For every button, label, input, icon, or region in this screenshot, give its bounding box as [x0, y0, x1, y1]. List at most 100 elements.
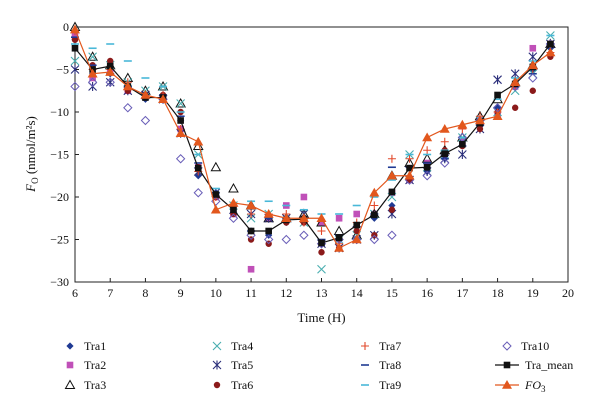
legend-marker: [213, 381, 221, 389]
data-point: [105, 77, 115, 87]
data-point: [406, 164, 413, 172]
x-tick-label: 17: [456, 286, 468, 300]
data-point: [193, 188, 203, 198]
x-tick-label: 13: [316, 286, 328, 300]
data-point: [318, 219, 325, 226]
data-point: [70, 81, 80, 92]
data-point: [316, 213, 327, 223]
y-tick-label: −15: [50, 148, 69, 162]
data-point: [439, 124, 450, 133]
legend-label: Tra8: [379, 358, 401, 372]
x-tick-label: 9: [178, 286, 184, 300]
data-point: [175, 128, 186, 138]
data-point: [71, 36, 79, 43]
data-point: [335, 234, 343, 242]
legend: Tra1 Tra2 Tra3 Tra4 Tra5 Tra6 Tra7 Tra8 Tra9 Tra1…: [64, 339, 573, 394]
data-point: [388, 188, 396, 196]
data-point: [335, 214, 343, 222]
data-point: [247, 210, 256, 218]
data-point: [476, 125, 484, 133]
legend-marker: [66, 342, 74, 350]
data-point: [422, 132, 433, 142]
legend-item: Tra_mean: [495, 358, 573, 372]
data-point: [528, 73, 538, 83]
data-point: [246, 200, 257, 210]
x-axis-title: Time (H): [297, 310, 345, 325]
data-point: [212, 191, 220, 198]
legend-item: Tra5: [212, 358, 253, 372]
data-point: [228, 182, 239, 193]
data-point: [529, 87, 536, 94]
legend-item: Tra3: [64, 378, 106, 392]
y-axis-title-main: F: [23, 183, 38, 193]
data-point: [247, 227, 255, 235]
data-point: [175, 97, 186, 108]
series-tra6: [71, 36, 554, 256]
data-point: [318, 239, 325, 247]
x-tick-label: 12: [280, 286, 292, 300]
data-point: [107, 57, 114, 65]
legend-label: Tra6: [231, 378, 253, 392]
legend-item: Tra9: [361, 378, 401, 392]
data-point: [404, 170, 415, 180]
x-tick-label: 8: [142, 286, 148, 300]
data-point: [87, 77, 98, 87]
x-tick-label: 10: [210, 286, 222, 300]
data-point: [351, 234, 362, 244]
y-tick-label: 0: [63, 20, 69, 34]
data-point: [228, 197, 239, 207]
y-axis-title-unit: (nmol/m²s): [23, 116, 38, 177]
legend-marker: [212, 360, 222, 370]
x-tick-label: 15: [386, 286, 398, 300]
legend-label: Tra2: [84, 358, 106, 372]
data-point: [422, 171, 432, 181]
y-tick-label: −5: [56, 63, 69, 77]
data-point: [300, 193, 308, 201]
axes: 6 7 8 9 10 11 12 13 14 15 16 17 18 19 20 0 −5 −10 −15 −20 −2…: [50, 20, 574, 300]
y-tick-label: −25: [50, 233, 69, 247]
x-tick-label: 11: [245, 286, 257, 300]
legend-marker: [212, 341, 222, 351]
legend-label: Tra10: [521, 339, 549, 353]
data-point: [281, 234, 291, 245]
data-point: [405, 154, 414, 163]
series-tra2: [71, 32, 554, 273]
legend-item: Tra6: [213, 378, 253, 392]
data-point: [527, 60, 538, 70]
data-point: [440, 158, 450, 168]
legend-label: Tra3: [84, 378, 106, 392]
data-point: [459, 141, 466, 148]
legend-label: Tra9: [379, 378, 401, 392]
data-point: [474, 115, 485, 125]
legend-item: Tra7: [361, 339, 401, 353]
data-point: [70, 24, 80, 34]
y-axis-title-sub: O: [30, 177, 40, 184]
y-axis-title: FO (nmol/m²s): [23, 116, 40, 193]
data-point: [333, 225, 345, 235]
data-point: [263, 234, 274, 245]
y-tick-label: −30: [50, 275, 69, 289]
data-point: [317, 227, 326, 235]
data-point: [281, 213, 292, 223]
legend-label: Tra4: [231, 339, 253, 353]
series-tra4: [70, 31, 555, 274]
legend-item: Tra4: [212, 339, 253, 353]
legend-item: Tra8: [361, 358, 401, 372]
data-point: [210, 161, 222, 172]
data-point: [510, 77, 521, 87]
data-point: [529, 44, 537, 52]
data-point: [369, 234, 380, 245]
data-point: [441, 150, 449, 157]
data-point: [494, 91, 501, 99]
y-tick-label: −10: [50, 105, 69, 119]
x-tick-label: 19: [527, 286, 539, 300]
data-point: [71, 32, 79, 39]
data-point: [265, 227, 272, 235]
data-point: [105, 67, 116, 76]
data-point: [545, 47, 556, 57]
series-tra-mean: [71, 40, 554, 247]
data-point: [334, 243, 345, 252]
x-tick-label: 18: [492, 286, 504, 300]
data-point: [353, 227, 360, 235]
